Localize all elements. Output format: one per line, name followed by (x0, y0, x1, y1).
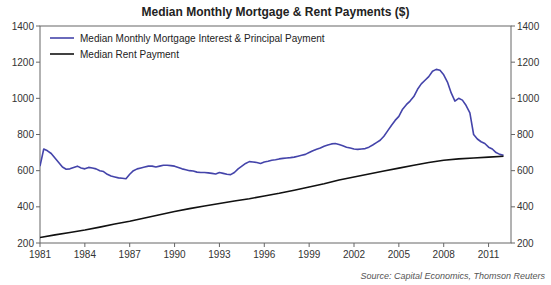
y-tick (36, 26, 40, 27)
y2-tick (511, 134, 515, 135)
y2-tick-label: 1000 (517, 93, 540, 104)
y-tick-label: 1000 (12, 93, 35, 104)
x-tick (309, 243, 310, 247)
x-tick-label: 1993 (208, 249, 231, 260)
x-tick-label: 2011 (478, 249, 500, 260)
legend-label: Median Rent Payment (80, 49, 179, 60)
y-tick (36, 98, 40, 99)
x-tick (84, 243, 85, 247)
y-tick (36, 62, 40, 63)
x-tick-label: 1987 (119, 249, 142, 260)
y2-tick-label: 200 (517, 238, 534, 249)
y2-tick-label: 1200 (517, 57, 540, 68)
y-tick-label: 600 (17, 165, 34, 176)
y-tick-label: 1400 (12, 21, 35, 32)
x-tick-label: 2002 (343, 249, 366, 260)
legend-swatch (50, 53, 74, 55)
x-tick (40, 243, 41, 247)
x-tick-label: 1984 (74, 249, 97, 260)
y-tick-label: 800 (17, 129, 34, 140)
y2-tick-label: 400 (517, 201, 534, 212)
annotation: Source: Capital Economics, Thomson Reute… (360, 271, 545, 281)
x-tick-label: 1981 (29, 249, 52, 260)
y-tick (36, 243, 40, 244)
plot-area (40, 69, 504, 237)
legend-swatch (50, 37, 74, 39)
y-tick-label: 400 (17, 201, 34, 212)
series-line (40, 156, 504, 237)
x-tick-label: 1999 (298, 249, 321, 260)
x-tick (398, 243, 399, 247)
y2-tick-label: 600 (517, 165, 534, 176)
title: Median Monthly Mortgage & Rent Payments … (141, 5, 409, 19)
plot-frame (40, 26, 511, 243)
y2-tick (511, 243, 515, 244)
x-tick-label: 1996 (253, 249, 276, 260)
y2-tick-label: 800 (517, 129, 534, 140)
x-tick-label: 1990 (163, 249, 186, 260)
y2-tick (511, 26, 515, 27)
legend-label: Median Monthly Mortgage Interest & Princ… (80, 33, 325, 44)
x-tick-label: 2008 (433, 249, 456, 260)
y2-tick-label: 1400 (517, 21, 540, 32)
y2-tick (511, 62, 515, 63)
y-tick (36, 134, 40, 135)
y2-tick (511, 98, 515, 99)
y-tick (36, 206, 40, 207)
x-tick (443, 243, 444, 247)
x-tick (129, 243, 130, 247)
legend: Median Monthly Mortgage Interest & Princ… (50, 33, 325, 60)
x-tick-label: 2005 (388, 249, 411, 260)
x-tick (174, 243, 175, 247)
y-tick-label: 1200 (12, 57, 35, 68)
x-tick (488, 243, 489, 247)
x-tick (219, 243, 220, 247)
chart: 200 400 600 800 1000 1200 1400 200 400 600 800 1000… (0, 0, 551, 285)
y2-tick (511, 170, 515, 171)
y-tick-label: 200 (17, 238, 34, 249)
y-tick (36, 170, 40, 171)
x-tick (354, 243, 355, 247)
y2-tick (511, 206, 515, 207)
x-tick (264, 243, 265, 247)
